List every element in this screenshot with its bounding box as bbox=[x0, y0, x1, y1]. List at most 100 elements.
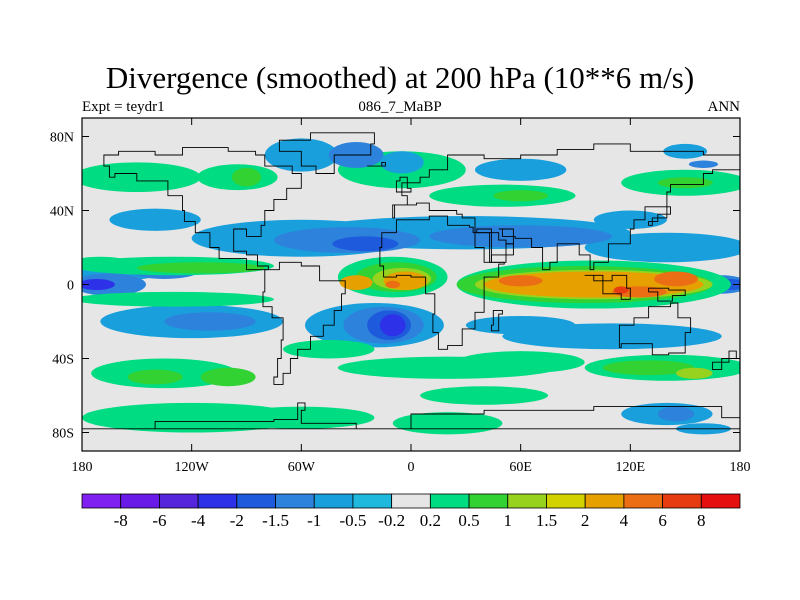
colorbar-swatch bbox=[507, 493, 547, 509]
field-region bbox=[584, 232, 740, 263]
coastline bbox=[392, 143, 740, 271]
field-region bbox=[420, 386, 549, 405]
field-region bbox=[613, 286, 629, 294]
colorbar-swatch bbox=[197, 493, 238, 509]
coastline bbox=[648, 206, 671, 226]
field-region bbox=[657, 177, 713, 189]
colorbar-label: 8 bbox=[697, 511, 706, 530]
colorbar-swatch bbox=[313, 493, 354, 509]
field-region bbox=[593, 210, 667, 229]
field-region bbox=[82, 278, 115, 291]
colorbar-label: -8 bbox=[114, 511, 128, 530]
colorbar-label: -2 bbox=[230, 511, 244, 530]
coastline bbox=[584, 274, 631, 300]
coastline bbox=[82, 402, 740, 430]
field-region bbox=[676, 367, 713, 379]
coastline bbox=[367, 161, 386, 167]
coastline bbox=[648, 287, 686, 302]
field-region bbox=[339, 275, 373, 291]
field-region bbox=[200, 367, 256, 387]
colorbar: -8 -6 -4 -2 -1.5 -1 -0.5 -0.2 0.2 0.5 1 1.5 2 4 6 8 bbox=[81, 493, 741, 530]
colorbar-swatch bbox=[700, 493, 741, 509]
field-region bbox=[688, 160, 719, 168]
colorbar-swatch bbox=[546, 493, 586, 509]
lon-tick-label: 120W bbox=[175, 460, 210, 475]
coastline bbox=[395, 176, 412, 193]
colorbar-swatch bbox=[159, 493, 199, 509]
colorbar-swatch bbox=[391, 493, 431, 509]
colorbar-swatch bbox=[236, 493, 276, 509]
field-region bbox=[82, 256, 128, 268]
coastline bbox=[490, 309, 503, 332]
colorbar-swatch bbox=[584, 493, 625, 509]
coastline bbox=[103, 147, 302, 271]
colorbar-label: 4 bbox=[620, 511, 629, 530]
coastline bbox=[618, 302, 692, 356]
colorbar-label: 1.5 bbox=[536, 511, 557, 530]
colorbar-label: -0.5 bbox=[339, 511, 366, 530]
lon-tick-label: 60W bbox=[288, 460, 316, 475]
lat-tick-label: 80N bbox=[50, 131, 74, 146]
colorbar-swatch bbox=[662, 493, 702, 509]
field-region bbox=[474, 158, 567, 181]
lat-tick-label: 80S bbox=[52, 427, 74, 442]
coastline bbox=[262, 261, 346, 385]
field-region bbox=[283, 340, 375, 359]
lat-tick-label: 40S bbox=[52, 353, 74, 368]
field-region bbox=[657, 406, 695, 422]
colorbar-label: -0.2 bbox=[378, 511, 405, 530]
experiment-label: Expt = teydr1 bbox=[82, 99, 165, 115]
lon-tick-label: 180 bbox=[72, 460, 93, 475]
divergence-field bbox=[82, 138, 740, 435]
coastline bbox=[379, 215, 505, 350]
field-region bbox=[379, 314, 406, 337]
field-region bbox=[82, 291, 274, 307]
lat-tick-label: 0 bbox=[67, 279, 74, 294]
coastlines bbox=[82, 132, 740, 430]
colorbar-label: -4 bbox=[191, 511, 206, 530]
field-region bbox=[392, 412, 503, 435]
field-region bbox=[82, 162, 201, 192]
field-region bbox=[385, 280, 401, 289]
lon-tick-label: 60E bbox=[509, 460, 532, 475]
colorbar-swatch bbox=[429, 493, 470, 509]
colorbar-label: -6 bbox=[152, 511, 166, 530]
field-region bbox=[456, 351, 585, 374]
field-region bbox=[127, 369, 183, 385]
colorbar-label: -1 bbox=[307, 511, 321, 530]
field-region bbox=[164, 312, 256, 331]
field-region bbox=[654, 271, 698, 287]
colorbar-label: 0.2 bbox=[420, 511, 441, 530]
field-region bbox=[465, 315, 576, 335]
colorbar-label: 2 bbox=[581, 511, 590, 530]
field-region bbox=[109, 208, 201, 231]
lat-tick-label: 40N bbox=[50, 205, 74, 220]
colorbar-label: 6 bbox=[658, 511, 667, 530]
colorbar-label: -1.5 bbox=[262, 511, 289, 530]
axis-ticks: 180 120W 60W 0 60E 120E 180 80N 40N 0 40S 80S bbox=[50, 118, 751, 475]
field-region bbox=[136, 262, 265, 274]
colorbar-swatch bbox=[275, 493, 315, 509]
colorbar-label: 1 bbox=[504, 511, 513, 530]
colorbar-swatch bbox=[120, 493, 160, 509]
field-region bbox=[379, 151, 424, 174]
colorbar-swatch bbox=[352, 493, 393, 509]
field-region bbox=[429, 225, 613, 248]
field-region bbox=[498, 275, 543, 287]
run-label: 086_7_MaBP bbox=[358, 99, 442, 115]
field-region bbox=[231, 167, 262, 187]
field-region bbox=[82, 402, 302, 433]
lon-tick-label: 0 bbox=[408, 460, 415, 475]
colorbar-label: 0.5 bbox=[458, 511, 479, 530]
lon-tick-label: 120E bbox=[616, 460, 646, 475]
season-label: ANN bbox=[707, 99, 741, 115]
coastline bbox=[278, 132, 375, 174]
field-region bbox=[493, 190, 549, 202]
lon-tick-label: 180 bbox=[730, 460, 751, 475]
field-region bbox=[602, 360, 695, 376]
colorbar-swatch bbox=[623, 493, 663, 509]
colorbar-swatch bbox=[81, 493, 122, 509]
coastline bbox=[476, 228, 514, 263]
figure-title: Divergence (smoothed) at 200 hPa (10**6 … bbox=[105, 60, 695, 95]
